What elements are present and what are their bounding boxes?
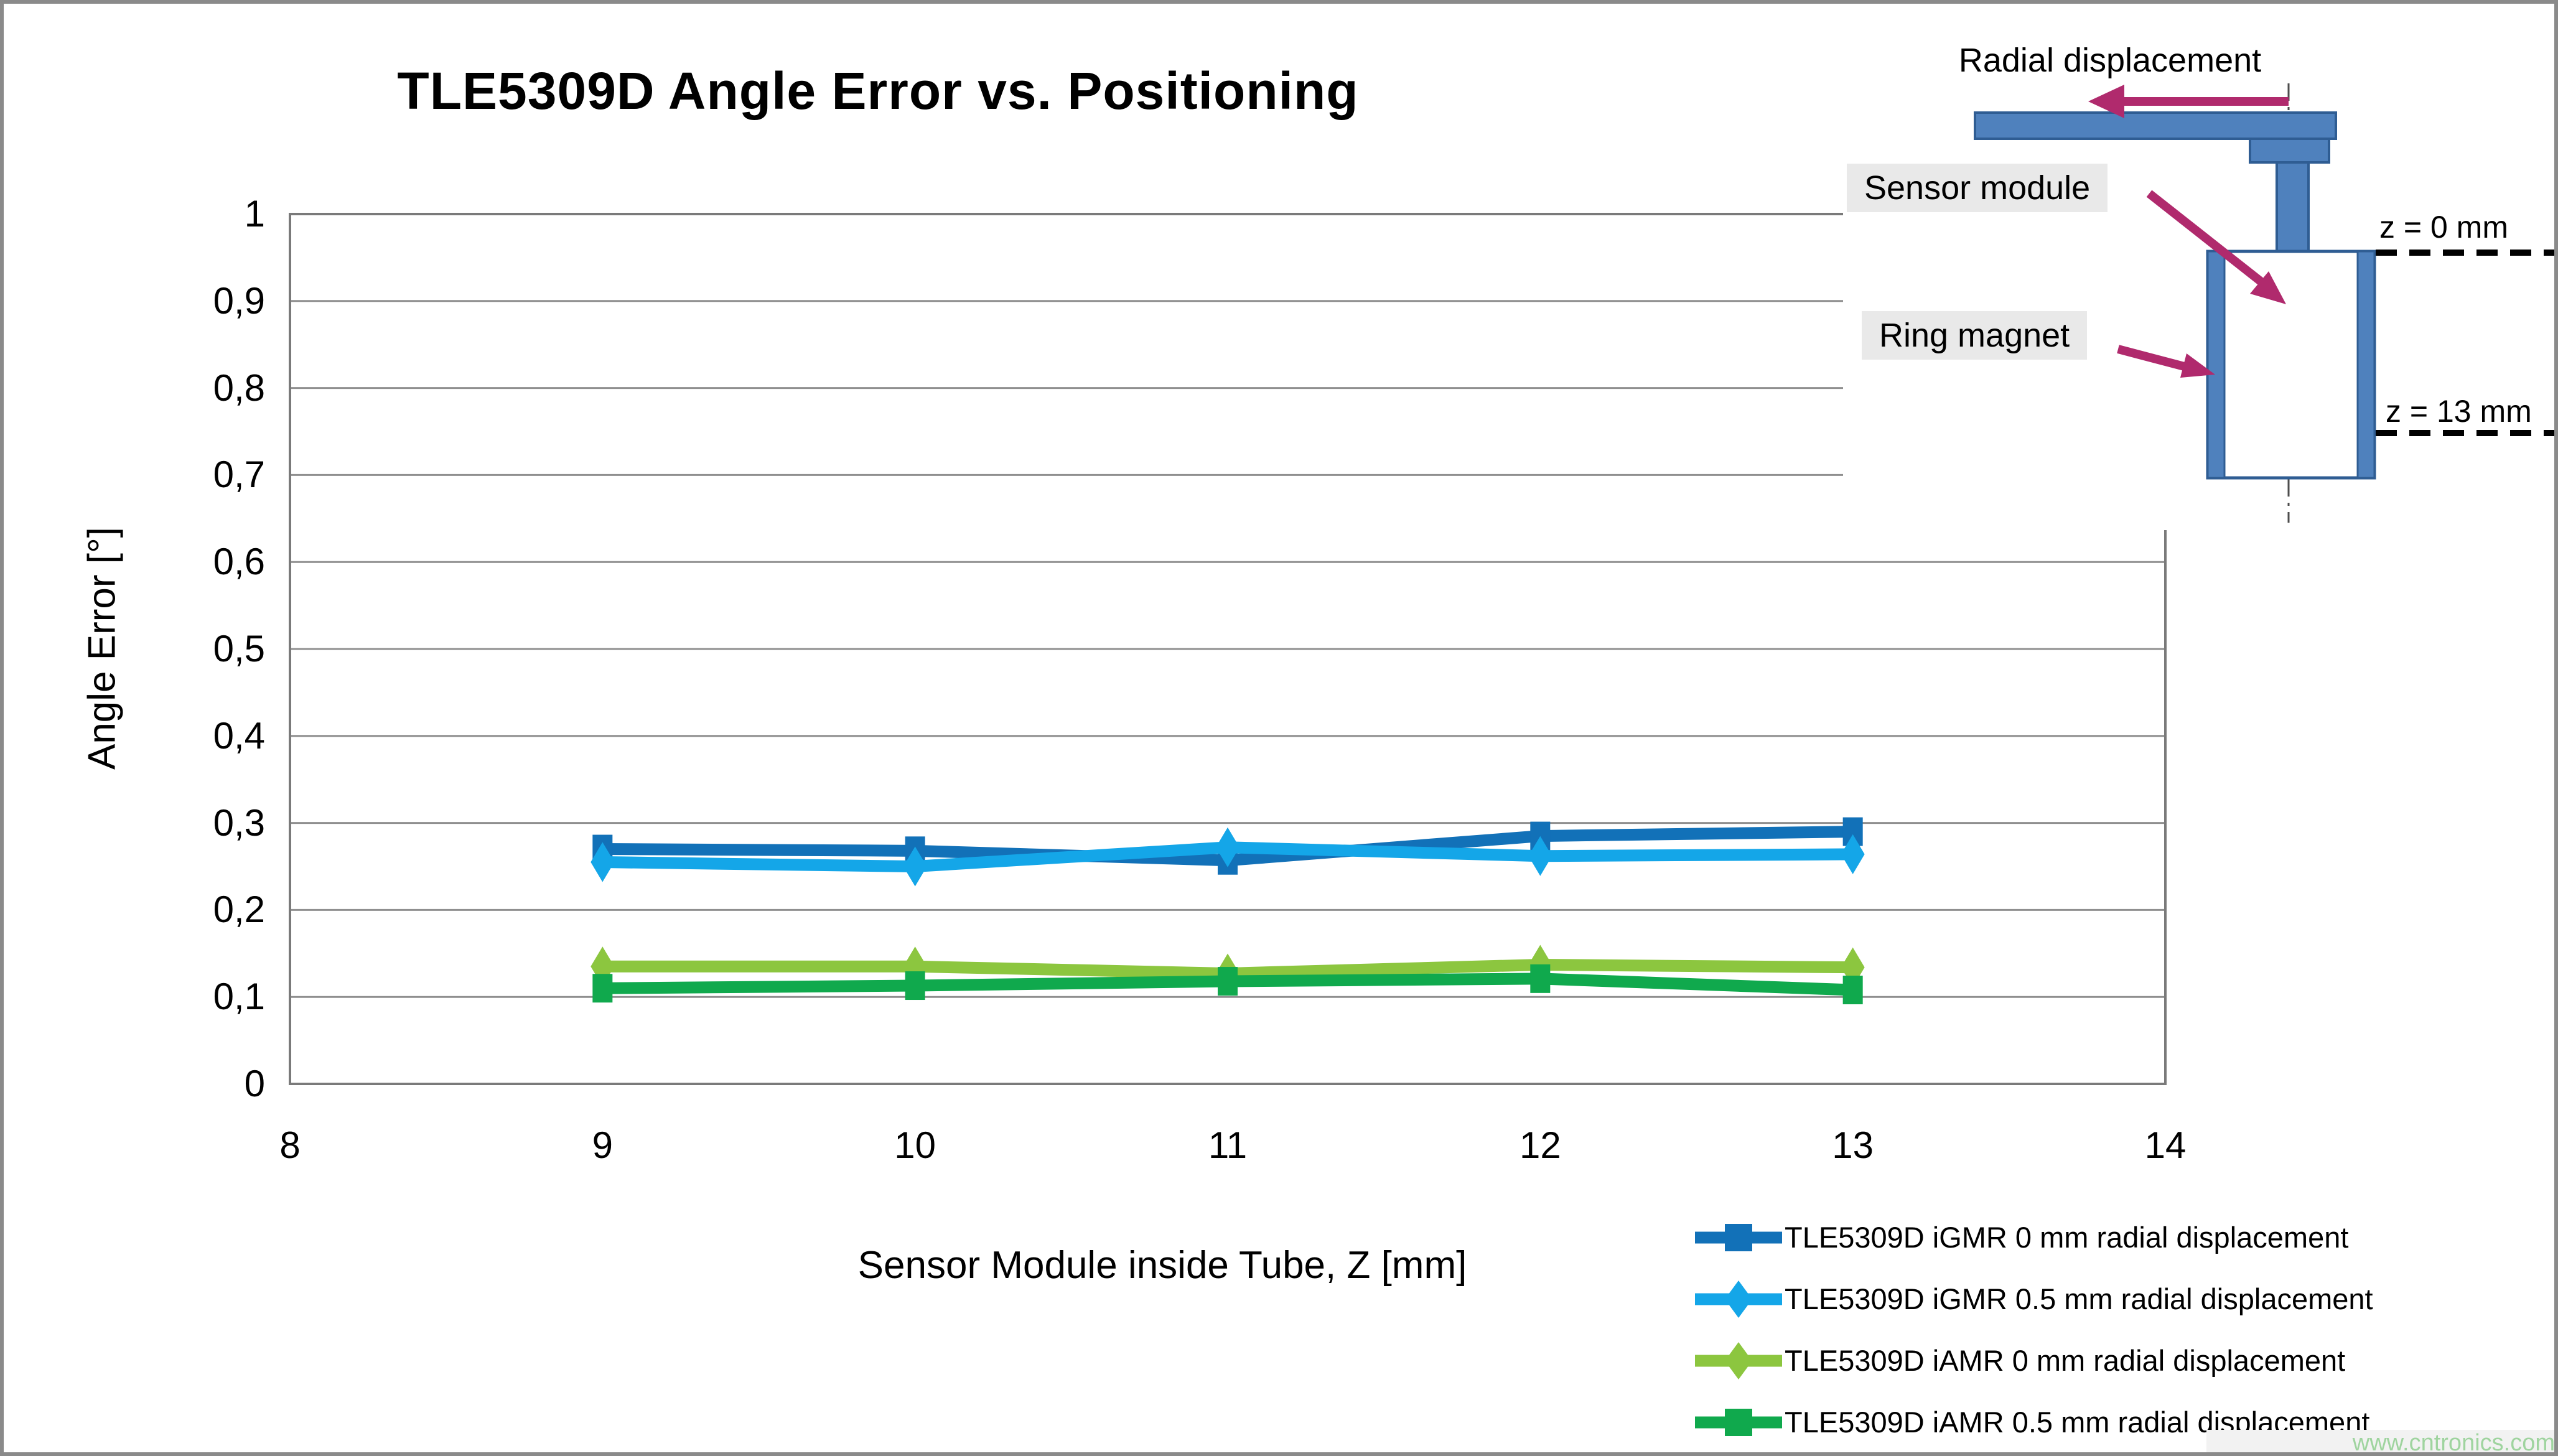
ring-magnet-arrow xyxy=(2117,345,2190,372)
legend-label: TLE5309D iGMR 0.5 mm radial displacement xyxy=(1785,1282,2373,1315)
legend-item-0: TLE5309D iGMR 0 mm radial displacement xyxy=(1695,1206,2373,1268)
diagram-arm xyxy=(1974,111,2337,140)
radial-displacement-label: Radial displacement xyxy=(1958,42,2262,79)
y-tick-1: 1 xyxy=(244,193,265,235)
sensor-module-arrow xyxy=(2146,190,2267,287)
chart-legend: TLE5309D iGMR 0 mm radial displacement TL… xyxy=(1695,1206,2373,1452)
x-tick-9: 9 xyxy=(592,1124,614,1166)
x-tick-13: 13 xyxy=(1832,1124,1874,1166)
y-tick-0,1: 0,1 xyxy=(213,976,265,1018)
legend-marker-square xyxy=(1695,1408,1782,1436)
radial-displacement-arrowhead xyxy=(2088,85,2124,118)
x-tick-11: 11 xyxy=(1208,1124,1248,1166)
series-3-point-4 xyxy=(1842,976,1863,1005)
z13-marker-label: z = 13 mm xyxy=(2386,394,2532,429)
series-1-point-2 xyxy=(1216,827,1239,867)
legend-marker-diamond xyxy=(1695,1280,1782,1318)
x-tick-14: 14 xyxy=(2144,1124,2187,1166)
legend-marker-square xyxy=(1695,1223,1782,1251)
ring-magnet-label: Ring magnet xyxy=(1862,311,2088,360)
diagram-arm-block xyxy=(2249,138,2330,164)
y-tick-0,9: 0,9 xyxy=(213,279,265,322)
series-1-point-1 xyxy=(903,846,927,887)
x-tick-8: 8 xyxy=(279,1124,301,1166)
series-3-point-1 xyxy=(905,971,925,1001)
y-tick-0,7: 0,7 xyxy=(213,454,265,496)
y-tick-0: 0 xyxy=(244,1063,265,1104)
legend-item-1: TLE5309D iGMR 0.5 mm radial displacement xyxy=(1695,1268,2373,1330)
series-1-point-0 xyxy=(590,842,615,882)
y-tick-0,4: 0,4 xyxy=(213,714,265,757)
diagram-magnet-right-wall xyxy=(2356,250,2376,479)
legend-item-2: TLE5309D iAMR 0 mm radial displacement xyxy=(1695,1330,2373,1391)
ring-magnet-arrowhead xyxy=(2180,353,2215,378)
series-3-point-3 xyxy=(1530,964,1551,993)
series-1-point-4 xyxy=(1841,834,1865,874)
y-tick-0,2: 0,2 xyxy=(213,889,265,931)
diagram-sensor-stem xyxy=(2276,161,2310,256)
diagram-magnet-outline xyxy=(2206,250,2376,480)
series-3-point-0 xyxy=(592,974,613,1003)
y-tick-0,6: 0,6 xyxy=(213,541,265,583)
chart-title: TLE5309D Angle Error vs. Positioning xyxy=(397,62,1359,120)
legend-label: TLE5309D iAMR 0 mm radial displacement xyxy=(1785,1344,2346,1377)
z0-marker-label: z = 0 mm xyxy=(2379,210,2508,245)
series-1-point-3 xyxy=(1528,836,1552,876)
diagram-magnet-left-wall xyxy=(2206,250,2226,479)
y-tick-0,5: 0,5 xyxy=(213,628,265,670)
sensor-module-arrowhead xyxy=(2250,271,2286,304)
x-tick-10: 10 xyxy=(894,1124,936,1166)
sensor-module-label: Sensor module xyxy=(1847,164,2108,212)
y-tick-0,3: 0,3 xyxy=(213,801,265,844)
legend-label: TLE5309D iGMR 0 mm radial displacement xyxy=(1785,1221,2349,1254)
legend-marker-diamond xyxy=(1695,1342,1782,1379)
x-axis-title: Sensor Module inside Tube, Z [mm] xyxy=(857,1244,1467,1287)
diagram-background xyxy=(1843,9,2554,530)
plot-area-border xyxy=(289,213,2167,1085)
watermark: www.cntronics.com xyxy=(2206,1430,2554,1452)
series-3-point-2 xyxy=(1218,967,1238,996)
y-tick-0,8: 0,8 xyxy=(213,366,265,409)
chart-canvas xyxy=(289,9,2554,1085)
x-tick-12: 12 xyxy=(1519,1124,1561,1166)
